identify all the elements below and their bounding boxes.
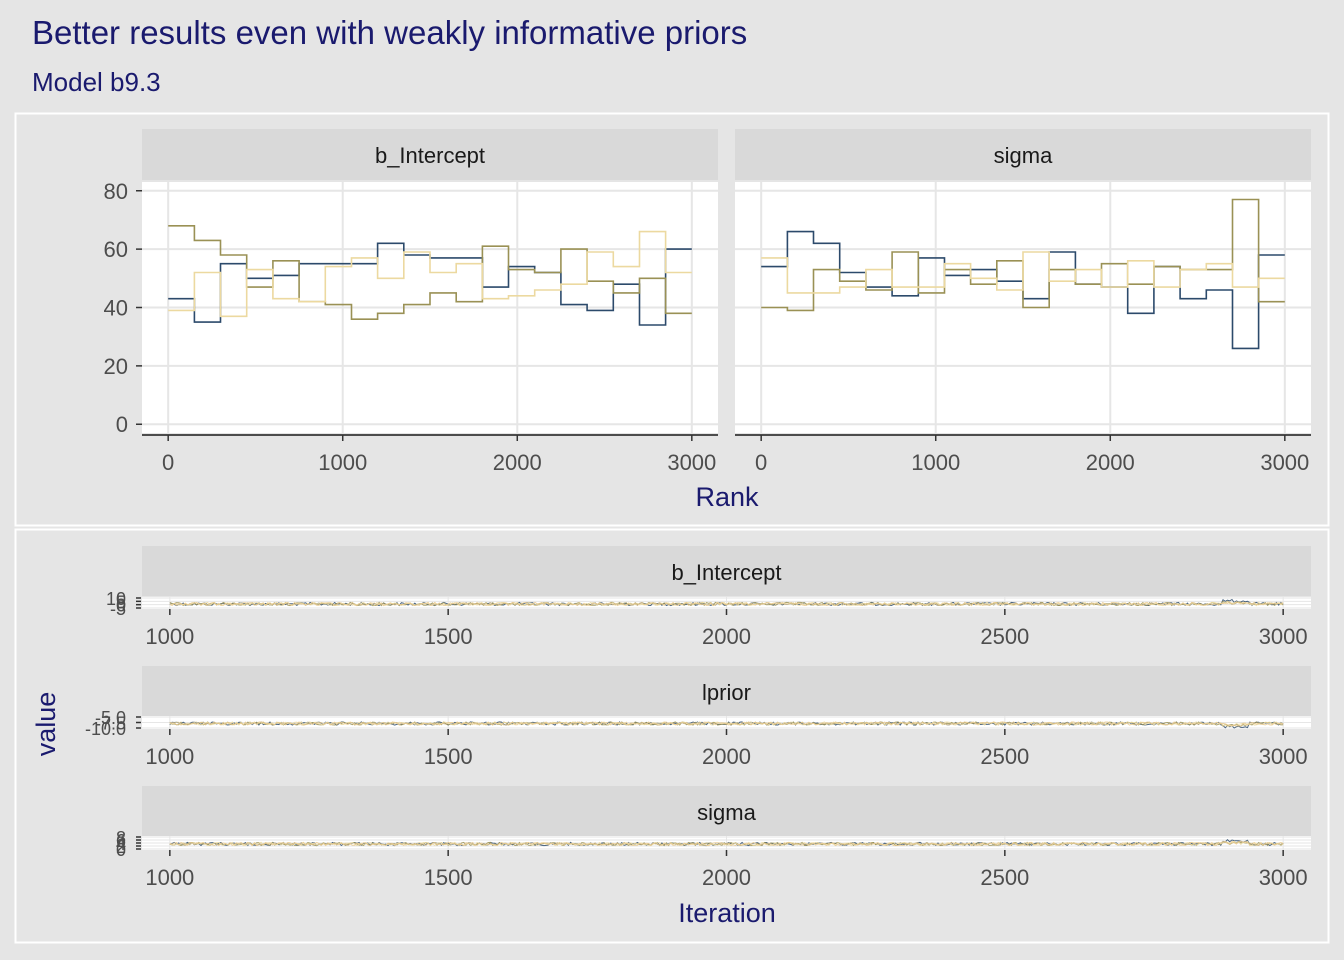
x-tick-label: 3000: [667, 450, 716, 475]
x-tick-label: 1500: [424, 624, 473, 649]
y-tick-label: 10: [106, 589, 126, 609]
rank-series-2: [168, 225, 692, 320]
rank-series-3: [168, 230, 692, 318]
y-tick-label: 5: [116, 592, 126, 612]
y-tick-label: 0: [116, 840, 126, 860]
x-tick-label: 2500: [980, 744, 1029, 769]
series-group: [761, 198, 1285, 350]
rank-panel-sigma: sigma 0 1000 2000 3000: [735, 129, 1311, 475]
trace-plot-frame: [14, 528, 1330, 944]
series-group: [168, 225, 692, 326]
x-tick-label: 1000: [145, 624, 194, 649]
strip-background: [142, 786, 1311, 836]
rank-plot-frame: [14, 112, 1330, 527]
x-tick-label: 3000: [1259, 624, 1308, 649]
x-tick-label: 0: [755, 450, 767, 475]
strip-background: [142, 666, 1311, 716]
y-tick-label: -10.0: [85, 719, 126, 739]
y-tick-label: 2: [116, 837, 126, 857]
x-tick-label: 1500: [424, 744, 473, 769]
trace-series-4: [169, 840, 1284, 847]
x-axis-title: Iteration: [678, 898, 776, 928]
strip-label: b_Intercept: [375, 143, 485, 168]
x-tick-label: 3000: [1259, 865, 1308, 890]
x-axis-title: Rank: [695, 482, 759, 512]
x-tick-label: 1000: [911, 450, 960, 475]
rank-panel-b_Intercept: b_Intercept 0 1000 2000 3000 0 20 40 60 80: [104, 129, 718, 475]
trace-series-4: [169, 601, 1284, 607]
y-tick-label: 40: [104, 296, 128, 321]
x-tick-label: 2000: [702, 865, 751, 890]
rank-series-3: [761, 251, 1285, 294]
strip-label: sigma: [994, 143, 1053, 168]
x-tick-label: 2500: [980, 865, 1029, 890]
y-tick-label: 4: [116, 834, 126, 854]
y-tick-label: 60: [104, 237, 128, 262]
strip-label: sigma: [697, 800, 756, 825]
x-tick-label: 2000: [1086, 450, 1135, 475]
y-tick-label: -7.5: [95, 714, 126, 734]
strip-background: [142, 546, 1311, 596]
y-tick-label: 8: [116, 828, 126, 848]
x-tick-label: 2500: [980, 624, 1029, 649]
x-tick-label: 0: [162, 450, 174, 475]
x-tick-label: 2000: [493, 450, 542, 475]
x-tick-label: 1000: [318, 450, 367, 475]
y-tick-label: -5.0: [95, 708, 126, 728]
x-tick-label: 3000: [1259, 744, 1308, 769]
strip-background: [142, 129, 718, 180]
y-tick-label: 20: [104, 354, 128, 379]
x-tick-label: 2000: [702, 744, 751, 769]
y-tick-label: 0: [116, 412, 128, 437]
trace-panel-lprior: lprior -5.0-7.5-10.0 1000 1500 2000 2500 3000: [85, 666, 1311, 769]
strip-label: b_Intercept: [671, 560, 781, 585]
x-tick-label: 3000: [1260, 450, 1309, 475]
x-tick-label: 1000: [145, 744, 194, 769]
x-tick-label: 2000: [702, 624, 751, 649]
y-tick-label: -5: [110, 599, 126, 619]
y-tick-label: 6: [116, 831, 126, 851]
y-tick-label: 80: [104, 179, 128, 204]
strip-label: lprior: [702, 680, 751, 705]
chart-title: Better results even with weakly informat…: [32, 14, 747, 51]
x-tick-label: 1500: [424, 865, 473, 890]
x-tick-label: 1000: [145, 865, 194, 890]
chart-subtitle: Model b9.3: [32, 67, 161, 97]
trace-series-4: [169, 721, 1284, 727]
rank-plot: b_Intercept 0 1000 2000 3000 0 20 40 60 80 sigma 0 1…: [104, 129, 1311, 512]
y-tick-label: 0: [116, 596, 126, 616]
strip-background: [735, 129, 1311, 180]
y-axis-title: value: [31, 692, 61, 757]
